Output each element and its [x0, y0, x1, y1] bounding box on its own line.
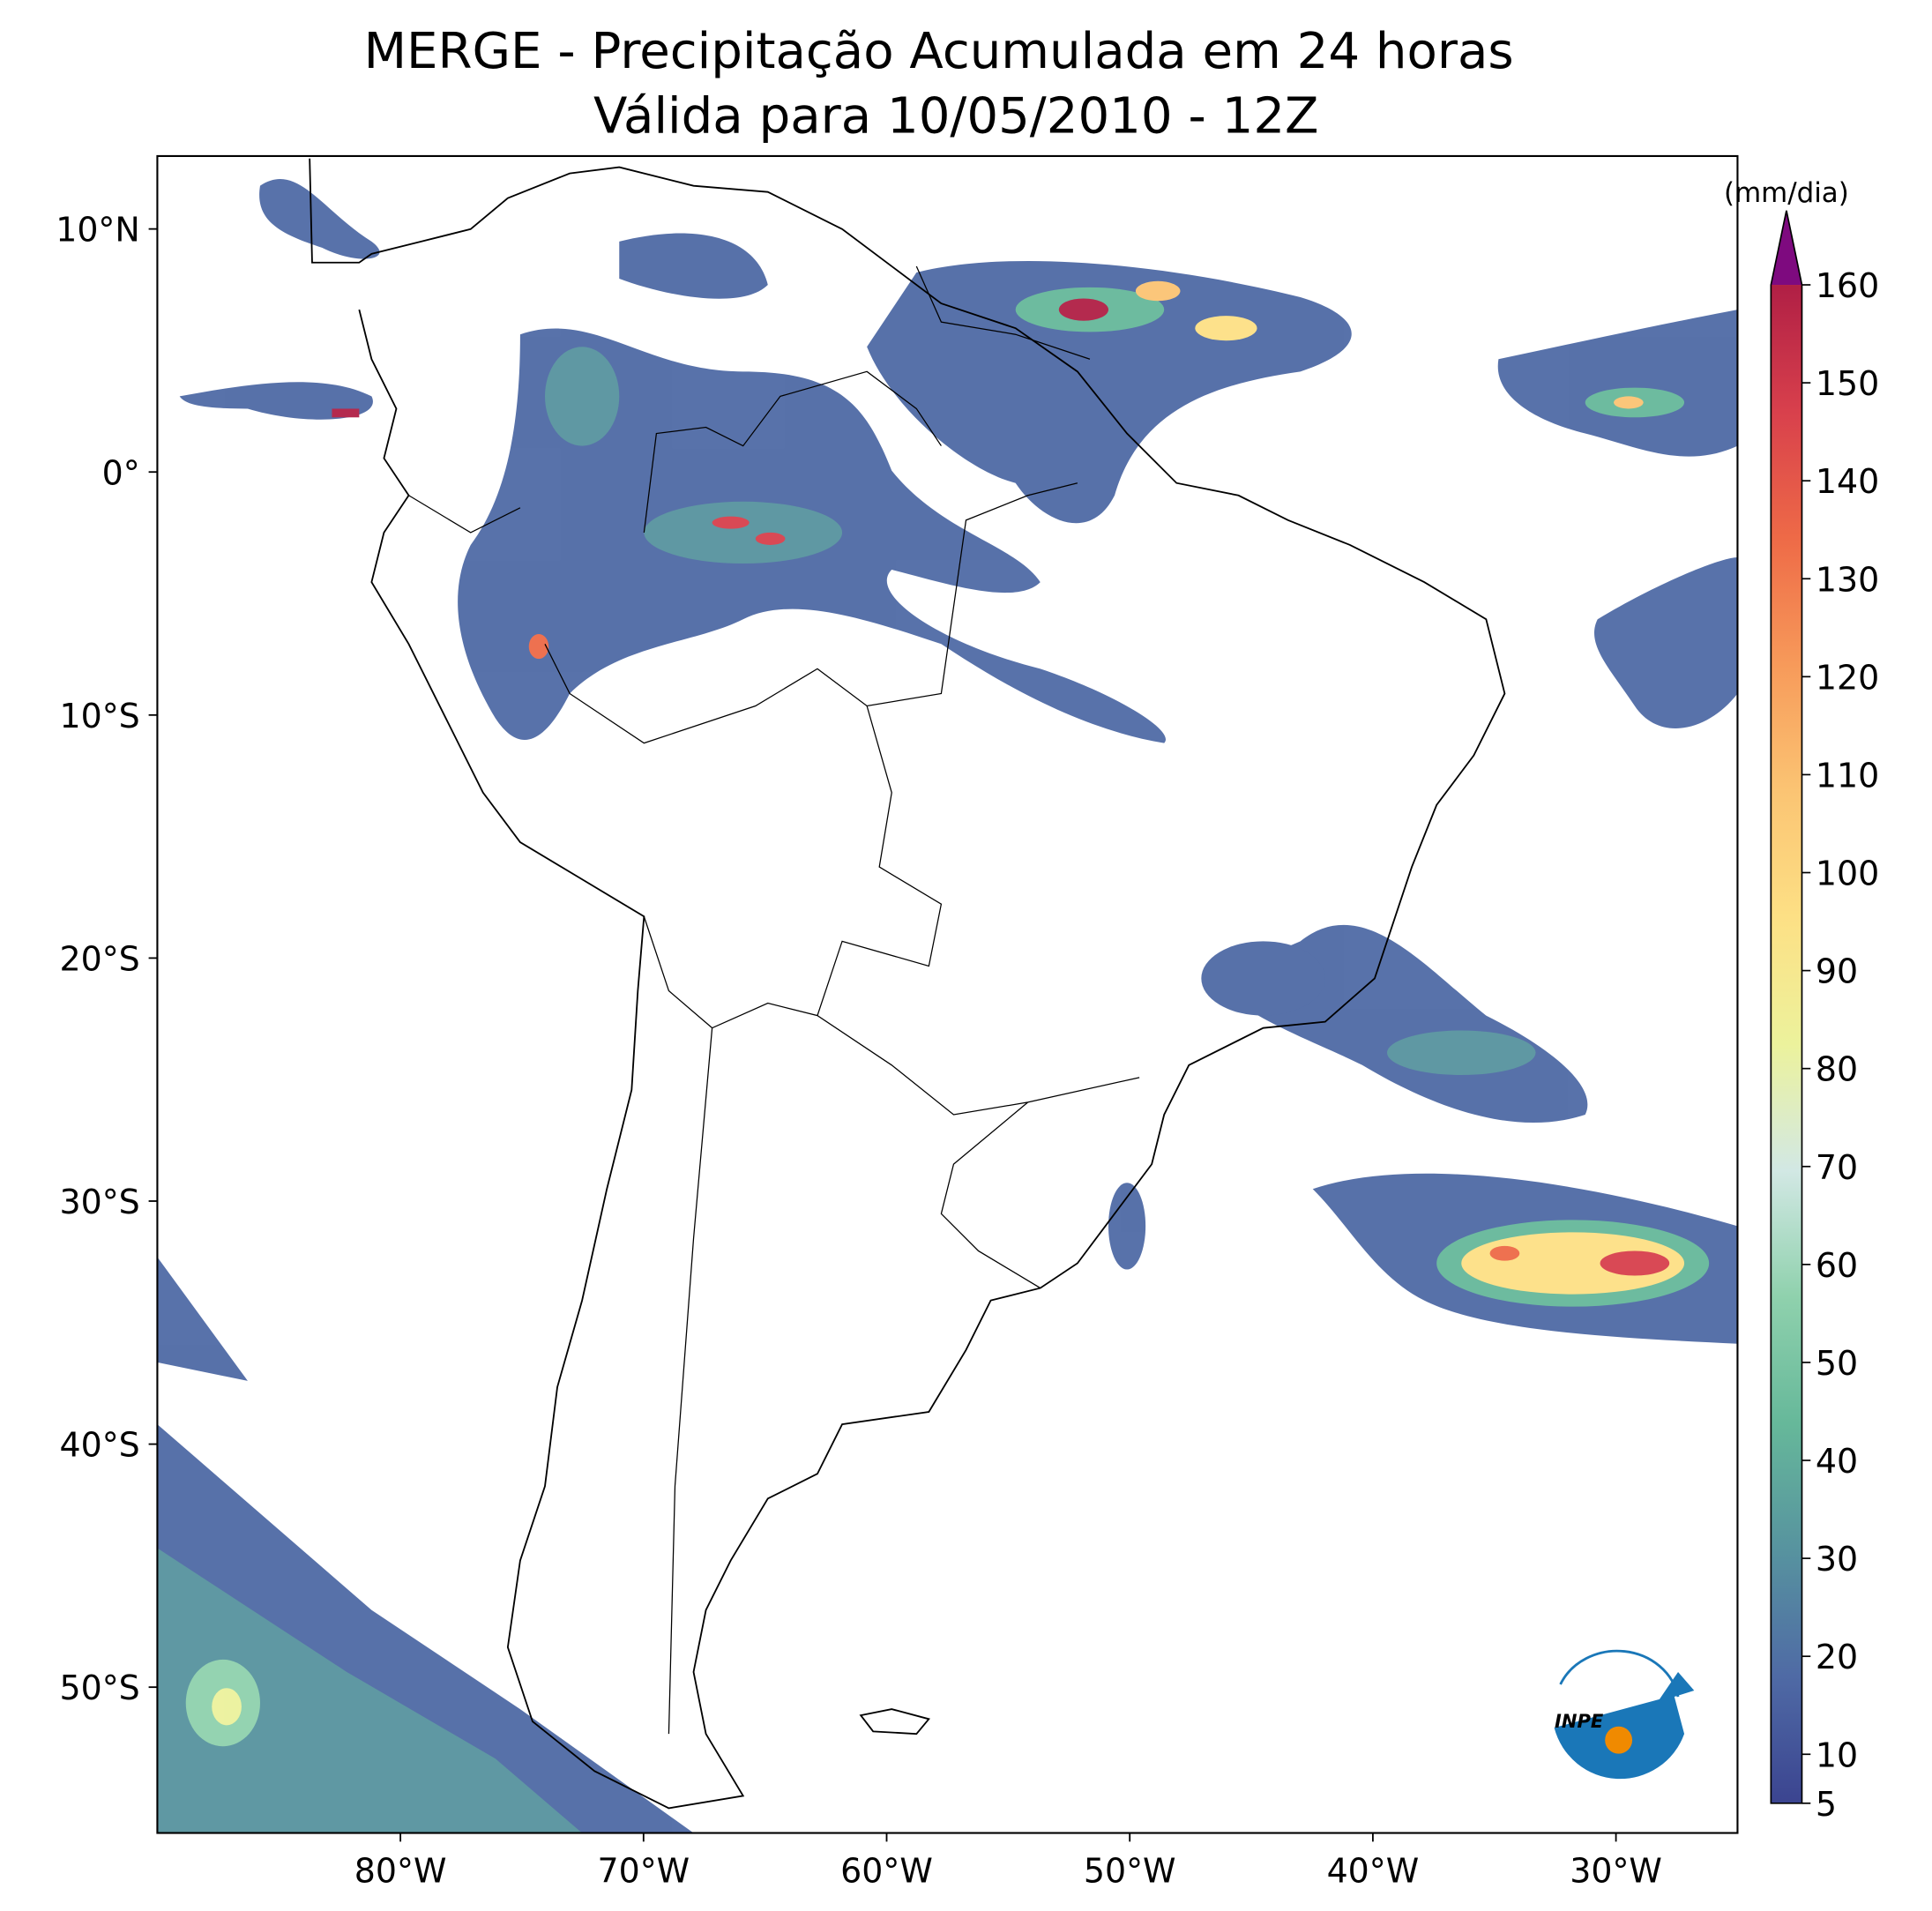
- colorbar-tick-label: 110: [1816, 756, 1879, 795]
- precip-area: [212, 1688, 242, 1726]
- precip-area: [755, 532, 786, 545]
- x-tick-label: 40°W: [1327, 1852, 1420, 1891]
- colorbar-tick-label: 60: [1816, 1246, 1858, 1285]
- precip-area: [259, 179, 380, 259]
- colorbar-tick-label: 150: [1816, 364, 1879, 403]
- precip-area: [1386, 1030, 1536, 1076]
- x-tick-label: 30°W: [1570, 1852, 1662, 1891]
- coastline: [309, 158, 1506, 1810]
- precip-area: [157, 1257, 248, 1381]
- x-tick-label: 70°W: [597, 1852, 690, 1891]
- colorbar-tick-label: 100: [1816, 855, 1879, 893]
- x-tick-label: 50°W: [1084, 1852, 1176, 1891]
- colorbar-tick-label: 130: [1816, 560, 1879, 599]
- colorbar-tick-label: 90: [1816, 952, 1858, 991]
- map-area: INPE: [157, 158, 1738, 1833]
- title-line: MERGE - Precipitação Acumulada em 24 hor…: [364, 23, 1514, 80]
- colorbar-tick-label: 5: [1816, 1785, 1837, 1824]
- precip-area: [1135, 280, 1181, 302]
- y-tick-label: 10°N: [56, 211, 140, 250]
- colorbar-tick-label: 80: [1816, 1050, 1858, 1089]
- x-tick-label: 80°W: [354, 1852, 447, 1891]
- colorbar-tick-label: 140: [1816, 462, 1879, 501]
- x-tick-label: 60°W: [840, 1852, 933, 1891]
- y-tick-label: 30°S: [60, 1183, 140, 1221]
- precip-area: [1600, 1250, 1670, 1276]
- colorbar-tick-label: 160: [1816, 266, 1879, 305]
- precip-area: [1195, 316, 1257, 341]
- precip-area: [619, 233, 768, 299]
- precip-area: [1058, 298, 1109, 321]
- title-line: Válida para 10/05/2010 - 12Z: [593, 87, 1319, 145]
- colorbar: [1771, 285, 1802, 1803]
- logo-arc: [1559, 1649, 1680, 1698]
- precip-area: [528, 634, 549, 660]
- y-tick-label: 0°: [102, 453, 140, 492]
- precip-area: [1201, 941, 1325, 1016]
- colorbar-tick-label: 30: [1816, 1540, 1858, 1579]
- precip-area: [179, 382, 373, 420]
- precip-area: [1497, 310, 1738, 457]
- y-tick-label: 50°S: [60, 1668, 140, 1707]
- precip-area: [1594, 556, 1738, 728]
- precip-area: [157, 1548, 583, 1833]
- precip-area: [712, 516, 750, 529]
- logo-text: INPE: [1555, 1710, 1604, 1732]
- logo: INPE: [1554, 1649, 1695, 1780]
- colorbar-extend: [1771, 210, 1802, 286]
- precip-area: [545, 347, 620, 446]
- logo-dot: [1605, 1726, 1633, 1754]
- logo-swoosh: [1554, 1671, 1695, 1780]
- colorbar-tick-label: 70: [1816, 1148, 1858, 1187]
- island: [859, 1708, 930, 1736]
- colorbar-outline: [1770, 210, 1803, 1804]
- y-tick-label: 40°S: [60, 1426, 140, 1465]
- precip-area: [332, 408, 360, 418]
- precip-area: [1489, 1245, 1520, 1261]
- precip-area: [1108, 1183, 1146, 1270]
- colorbar-tick-label: 50: [1816, 1344, 1858, 1383]
- colorbar-tick-label: 120: [1816, 658, 1879, 697]
- colorbar-label: (mm/dia): [1724, 177, 1849, 209]
- precip-area: [1461, 1232, 1685, 1295]
- precip-area: [644, 501, 843, 564]
- map-frame: [156, 154, 1739, 1834]
- colorbar-tick-label: 40: [1816, 1442, 1858, 1481]
- precip-area: [1614, 396, 1644, 409]
- colorbar-tick-label: 20: [1816, 1638, 1858, 1676]
- y-tick-label: 20°S: [60, 939, 140, 978]
- y-tick-label: 10°S: [60, 697, 140, 735]
- colorbar-tick-label: 10: [1816, 1736, 1858, 1774]
- country-border: [408, 265, 1140, 1735]
- precipitation: [157, 179, 1738, 1833]
